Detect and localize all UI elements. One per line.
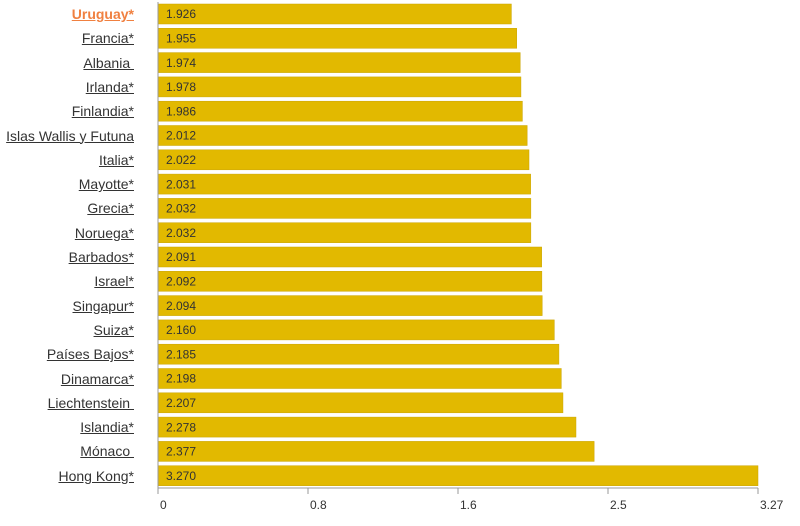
value-label: 1.974 — [166, 56, 196, 70]
value-label: 2.377 — [166, 445, 196, 459]
bar — [157, 465, 759, 486]
country-link[interactable]: Finlandia* — [71, 103, 134, 120]
bar — [157, 416, 577, 438]
value-label: 2.031 — [166, 177, 196, 191]
country-link[interactable]: Barbados* — [68, 249, 134, 265]
country-link[interactable]: Singapur* — [72, 297, 135, 314]
country-link[interactable]: Noruega* — [74, 224, 134, 241]
value-label: 2.012 — [166, 129, 196, 143]
value-label: 2.022 — [166, 153, 196, 167]
country-link[interactable]: Grecia* — [87, 200, 134, 217]
country-link[interactable]: Islandia* — [80, 419, 134, 436]
bar — [157, 246, 542, 268]
value-label: 1.926 — [166, 7, 196, 21]
bar — [157, 76, 522, 98]
value-label: 2.198 — [166, 372, 196, 386]
bar — [157, 100, 523, 122]
country-link[interactable]: Israel* — [94, 273, 134, 290]
country-link[interactable]: Francia* — [81, 30, 134, 47]
value-label: 2.032 — [166, 226, 196, 240]
bar — [157, 319, 555, 341]
country-link[interactable]: Suiza* — [93, 321, 134, 338]
bar — [157, 441, 595, 462]
value-label: 2.278 — [166, 420, 196, 434]
value-label: 1.978 — [166, 80, 196, 94]
country-link[interactable]: Liechtenstein — [47, 394, 134, 411]
value-label: 1.986 — [166, 104, 196, 118]
bar — [157, 295, 543, 316]
value-label: 1.955 — [166, 31, 196, 45]
bar — [157, 173, 531, 195]
bar — [157, 125, 528, 146]
value-label: 3.270 — [166, 469, 196, 483]
value-label: 2.091 — [166, 250, 196, 264]
x-tick-label: 0.8 — [310, 498, 327, 512]
x-tick-label: 2.5 — [610, 498, 627, 512]
country-link[interactable]: Irlanda* — [85, 78, 134, 95]
bar — [157, 3, 512, 25]
value-label: 2.207 — [166, 396, 196, 410]
bar — [157, 343, 560, 365]
x-tick-label: 1.6 — [460, 498, 477, 512]
value-label: 2.185 — [166, 347, 196, 361]
country-link[interactable]: Mónaco — [80, 443, 134, 460]
bar — [157, 392, 564, 414]
bar — [157, 222, 532, 243]
x-tick-label: 3.27 — [760, 498, 784, 512]
bar — [157, 149, 530, 171]
bar — [157, 271, 543, 292]
value-label: 2.094 — [166, 299, 196, 313]
country-link[interactable]: Uruguay* — [71, 6, 134, 22]
value-label: 2.032 — [166, 202, 196, 216]
country-link[interactable]: Italia* — [98, 151, 134, 168]
country-link[interactable]: Países Bajos* — [46, 346, 134, 363]
country-link[interactable]: Islas Wallis y Futuna — [6, 127, 134, 144]
bar — [157, 368, 562, 389]
country-link[interactable]: Mayotte* — [78, 176, 134, 193]
bar — [157, 198, 532, 219]
value-label: 2.092 — [166, 274, 196, 288]
bar — [157, 28, 517, 49]
value-label: 2.160 — [166, 323, 196, 337]
x-tick-label: 0 — [160, 498, 167, 512]
bar — [157, 52, 521, 73]
country-link[interactable]: Hong Kong* — [58, 467, 134, 484]
country-link[interactable]: Dinamarca* — [60, 370, 134, 387]
country-link[interactable]: Albania — [83, 54, 134, 71]
